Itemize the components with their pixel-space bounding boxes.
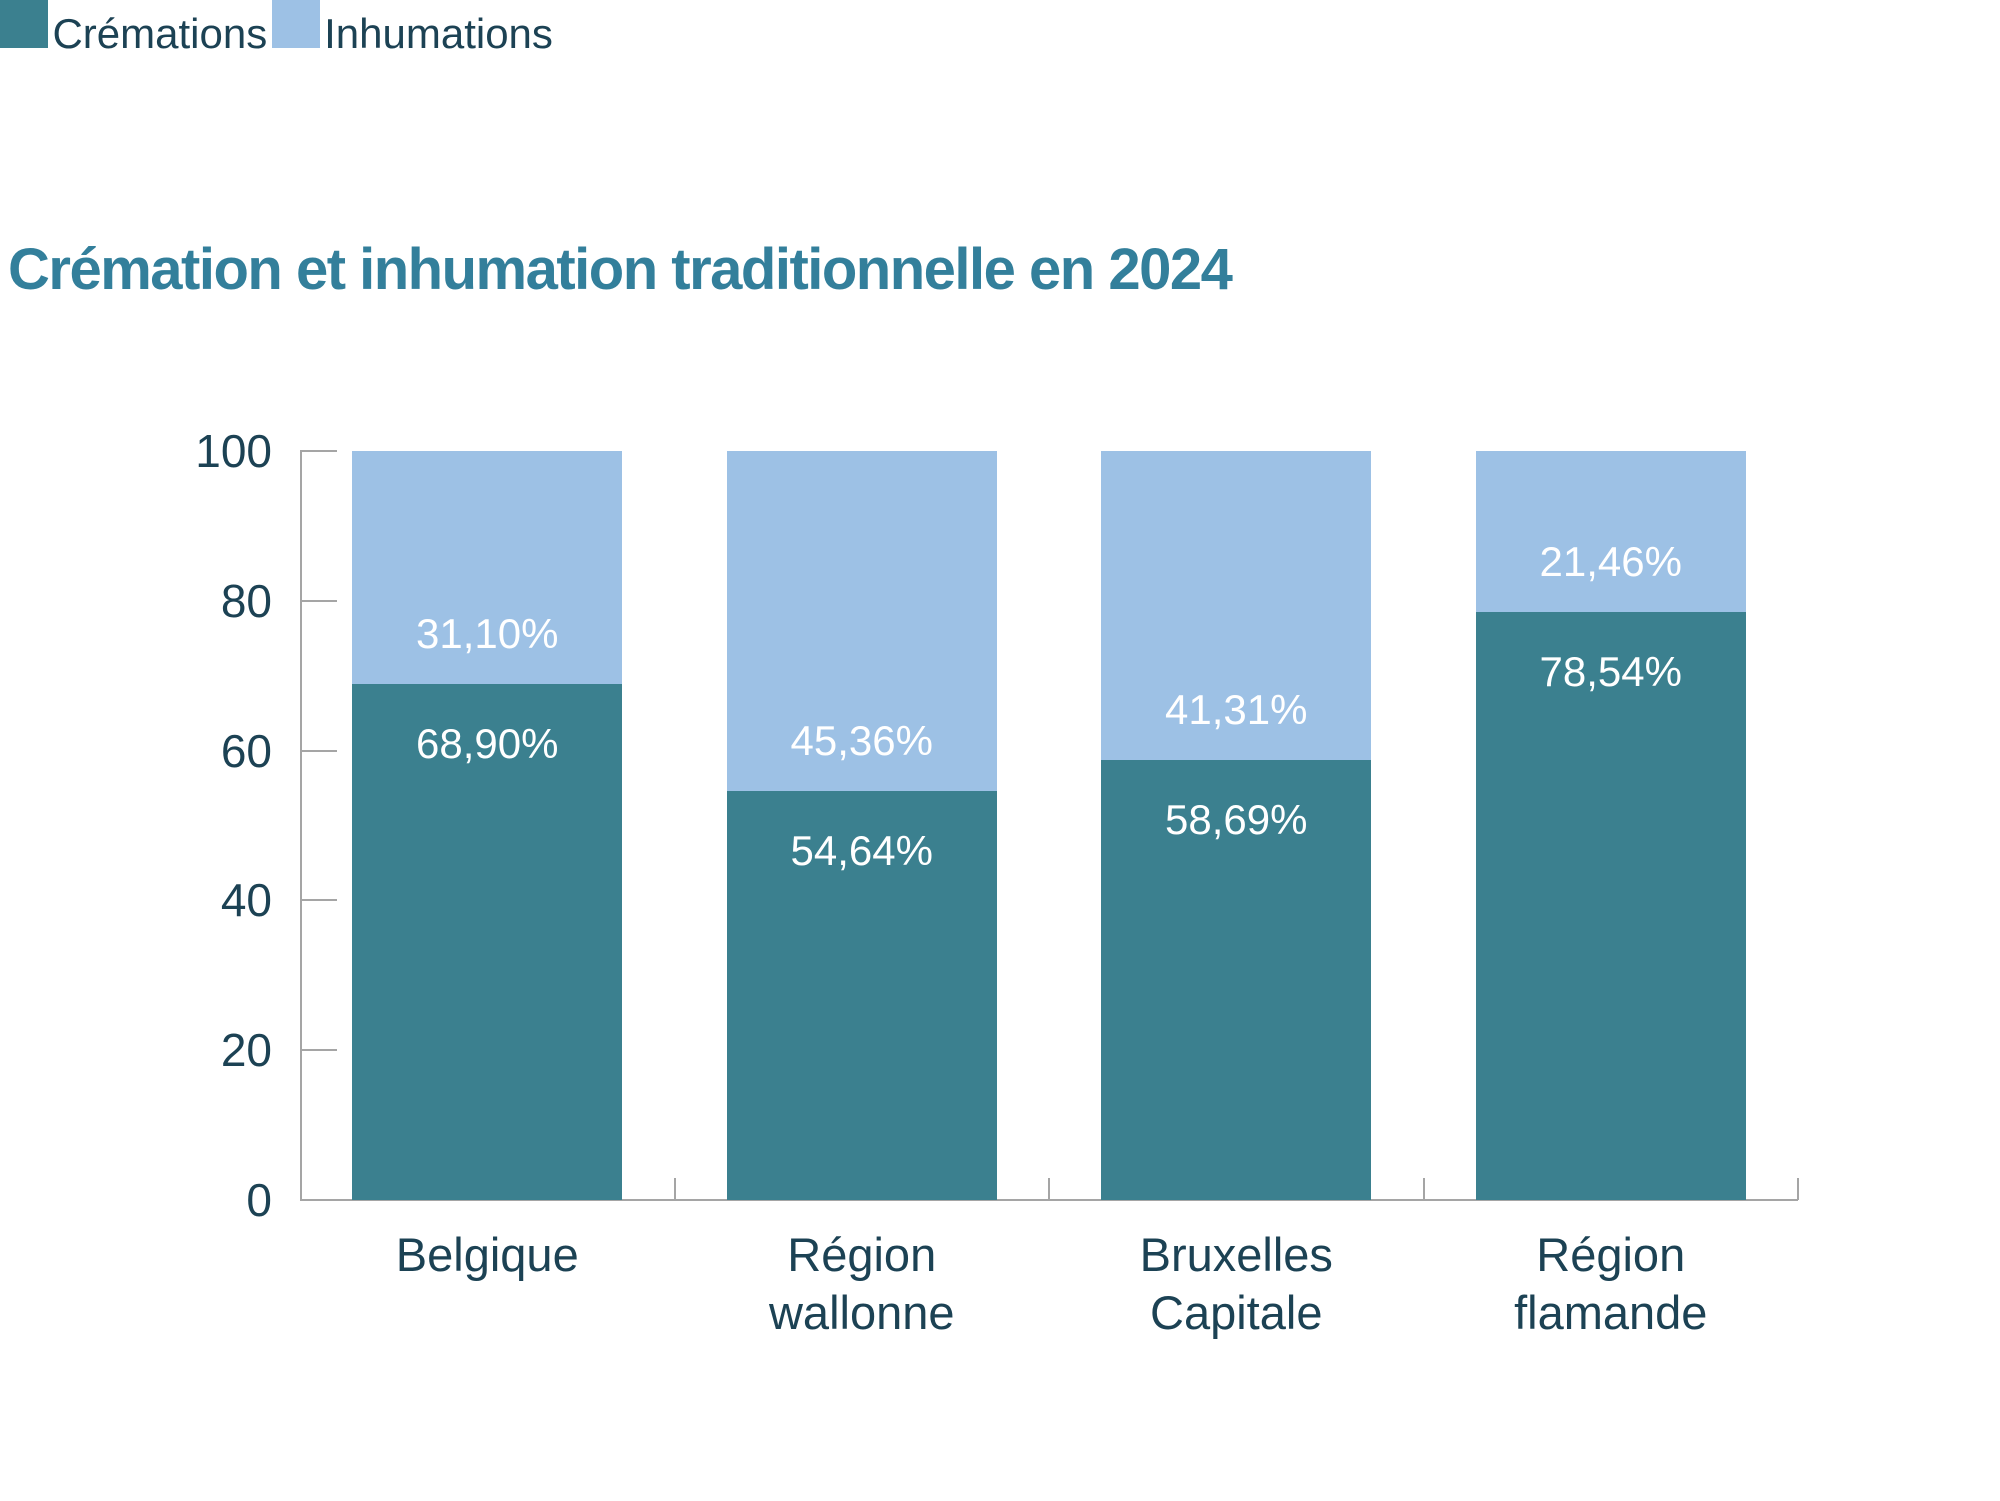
bar-value-inhumations: 41,31% — [1165, 686, 1308, 734]
x-category-label: Région flamande — [1514, 1228, 1708, 1339]
x-axis-line — [300, 1199, 1798, 1201]
x-tick-mark — [1423, 1178, 1425, 1200]
legend-label-cremations: Crémations — [52, 10, 268, 57]
y-tick-mark — [300, 749, 337, 752]
bar-segment-cremations — [726, 790, 997, 1200]
y-tick-mark — [300, 1049, 337, 1052]
bar-segment-inhumations — [726, 451, 997, 791]
chart-title: Crémation et inhumation traditionnelle e… — [8, 237, 1233, 302]
bar-segment-cremations — [1475, 611, 1746, 1200]
y-tick-label: 0 — [246, 1174, 272, 1226]
y-tick-mark — [300, 450, 337, 452]
bar-value-cremations: 78,54% — [1539, 647, 1682, 695]
legend: Crémations Inhumations — [0, 0, 553, 58]
y-tick-label: 100 — [195, 425, 272, 477]
y-tick-label: 20 — [220, 1024, 272, 1077]
bar-segment-cremations — [1101, 760, 1372, 1200]
legend-swatch-inhumations — [271, 0, 320, 48]
x-tick-mark — [1797, 1178, 1799, 1200]
bar-value-cremations: 54,64% — [790, 826, 933, 874]
bar-segment-inhumations — [352, 451, 623, 684]
y-tick-label: 80 — [220, 574, 272, 627]
bar-value-cremations: 68,90% — [416, 719, 559, 767]
bar-value-inhumations: 21,46% — [1539, 537, 1682, 585]
bar-segment-inhumations — [1101, 451, 1372, 761]
x-tick-mark — [1048, 1178, 1050, 1200]
x-category-label: Bruxelles Capitale — [1139, 1228, 1333, 1339]
bar-value-inhumations: 31,10% — [416, 609, 559, 657]
x-tick-mark — [674, 1178, 676, 1200]
y-tick-mark — [300, 899, 337, 902]
x-category-label: Belgique — [395, 1228, 579, 1281]
bar-segment-inhumations — [1475, 451, 1746, 612]
legend-swatch-cremations — [0, 0, 48, 48]
legend-label-inhumations: Inhumations — [324, 10, 553, 57]
y-tick-mark — [300, 599, 337, 602]
bar-segment-cremations — [352, 683, 623, 1200]
x-category-label: Région wallonne — [768, 1228, 955, 1339]
y-axis-line — [300, 450, 302, 1200]
bar-value-inhumations: 45,36% — [790, 716, 933, 764]
bar-value-cremations: 58,69% — [1165, 796, 1308, 844]
y-tick-label: 40 — [220, 874, 272, 927]
y-tick-label: 60 — [220, 724, 272, 777]
